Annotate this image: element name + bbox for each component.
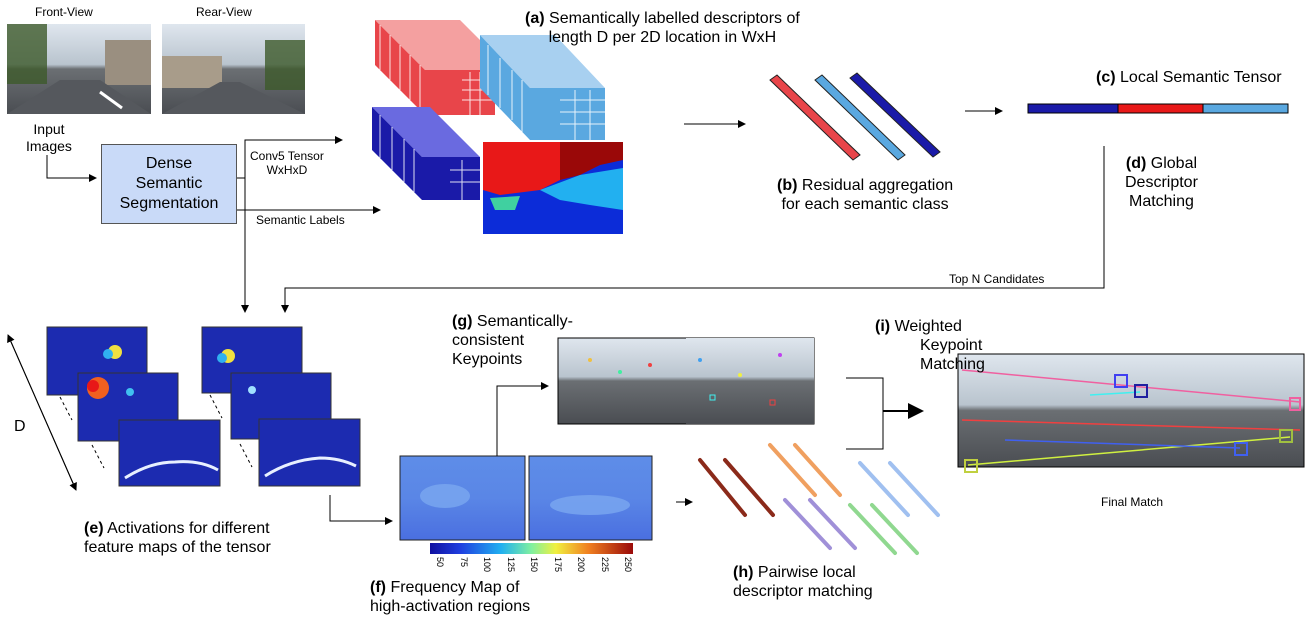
dense-semantic-segmentation-box: Dense Semantic Segmentation	[101, 144, 237, 224]
step-a-caption: (a) Semantically labelled descriptors of…	[525, 10, 800, 48]
colorbar-tick-label: 100	[482, 557, 492, 573]
step-b-line-2: for each semantic class	[781, 195, 949, 213]
colorbar-tick-label: 125	[505, 557, 516, 573]
step-g-tag: (g)	[452, 313, 473, 330]
step-g-line-1: Semantically-	[476, 313, 573, 330]
light-blue-tensor	[480, 35, 605, 140]
step-f-line-1: Frequency Map of	[390, 579, 520, 596]
semantic-labels-label: Semantic Labels	[256, 213, 345, 227]
colorbar-tick-label: 175	[552, 557, 563, 573]
step-b-tag: (b)	[777, 177, 798, 194]
step-i-line-2: Keypoint	[920, 336, 983, 354]
step-a-tag: (a)	[525, 10, 545, 27]
step-a-line-1: Semantically labelled descriptors of	[549, 10, 800, 27]
dark-blue-tensor	[372, 107, 480, 200]
pairwise-descriptor-bars	[698, 443, 940, 555]
final-match-label: Final Match	[1101, 495, 1164, 509]
conv5-line-2: WxHxD	[266, 163, 308, 178]
step-g-caption: (g) Semantically- consistent Keypoints	[452, 313, 573, 370]
step-d-tag: (d)	[1125, 155, 1147, 172]
step-a-line-2: length D per 2D location in WxH	[548, 28, 777, 46]
final-match-image	[957, 353, 1305, 473]
step-e-caption: (e) Activations for different feature ma…	[84, 520, 271, 558]
input-line-2: Images	[26, 137, 72, 154]
step-c-caption: (c) Local Semantic Tensor	[1096, 69, 1282, 88]
colorbar-tick-label: 75	[458, 557, 469, 568]
step-i-line-1: Weighted	[894, 318, 962, 335]
colorbar-tick-label: 50	[435, 557, 445, 568]
step-i-line-3: Matching	[920, 355, 985, 373]
colorbar-tick-label: 200	[576, 557, 586, 573]
step-h-line-2: descriptor matching	[733, 582, 873, 600]
red-tensor	[375, 20, 510, 115]
top-n-candidates-label: Top N Candidates	[949, 272, 1045, 286]
step-g-line-2: consistent	[452, 331, 525, 349]
segmentation-line-2: Semantic	[135, 175, 203, 192]
local-semantic-tensor	[1027, 103, 1289, 114]
step-g-line-3: Keypoints	[452, 350, 523, 368]
step-b-caption: (b) Residual aggregation for each semant…	[777, 177, 953, 215]
step-e-tag: (e)	[84, 520, 104, 537]
step-e-line-1: Activations for different	[107, 520, 270, 537]
step-f-tag: (f)	[370, 579, 386, 596]
colorbar-tick-label: 250	[623, 557, 633, 573]
step-d-caption: (d) Global Descriptor Matching	[1125, 155, 1198, 212]
segmentation-line-3: Segmentation	[119, 195, 219, 212]
conv5-line-1: Conv5 Tensor	[250, 149, 324, 163]
frequency-maps	[399, 455, 653, 554]
step-d-line-2: Descriptor	[1125, 173, 1198, 191]
colorbar-tick-label: 225	[599, 557, 610, 573]
d-axis-label: D	[14, 418, 26, 435]
step-d-line-1: Global	[1150, 155, 1198, 172]
step-f-line-2: high-activation regions	[370, 597, 531, 615]
step-h-caption: (h) Pairwise local descriptor matching	[733, 564, 873, 602]
step-e-line-2: feature maps of the tensor	[84, 538, 271, 556]
conv5-tensor-label: Conv5 Tensor WxHxD	[250, 149, 324, 177]
keypoints-image	[557, 337, 815, 425]
colorbar-tick-label: 150	[529, 557, 539, 573]
step-d-line-3: Matching	[1128, 192, 1194, 210]
segmentation-line-1: Dense	[145, 155, 193, 172]
input-line-1: Input	[33, 121, 65, 137]
activation-maps	[46, 326, 361, 487]
segmentation-map	[483, 142, 623, 234]
input-images-label: Input Images	[26, 121, 72, 154]
step-i-tag: (i)	[875, 318, 891, 335]
step-h-line-1: Pairwise local	[757, 564, 856, 581]
step-b-line-1: Residual aggregation	[801, 177, 954, 194]
front-view-photo	[7, 24, 151, 114]
front-view-label: Front-View	[35, 5, 93, 19]
residual-bars	[769, 72, 941, 161]
step-i-caption: (i) Weighted Keypoint Matching	[875, 318, 985, 375]
step-c-text: Local Semantic Tensor	[1120, 69, 1282, 86]
rear-view-photo	[162, 24, 305, 114]
step-f-caption: (f) Frequency Map of high-activation reg…	[370, 579, 530, 617]
rear-view-label: Rear-View	[196, 5, 252, 19]
step-h-tag: (h)	[733, 564, 754, 581]
step-c-tag: (c)	[1096, 69, 1116, 86]
